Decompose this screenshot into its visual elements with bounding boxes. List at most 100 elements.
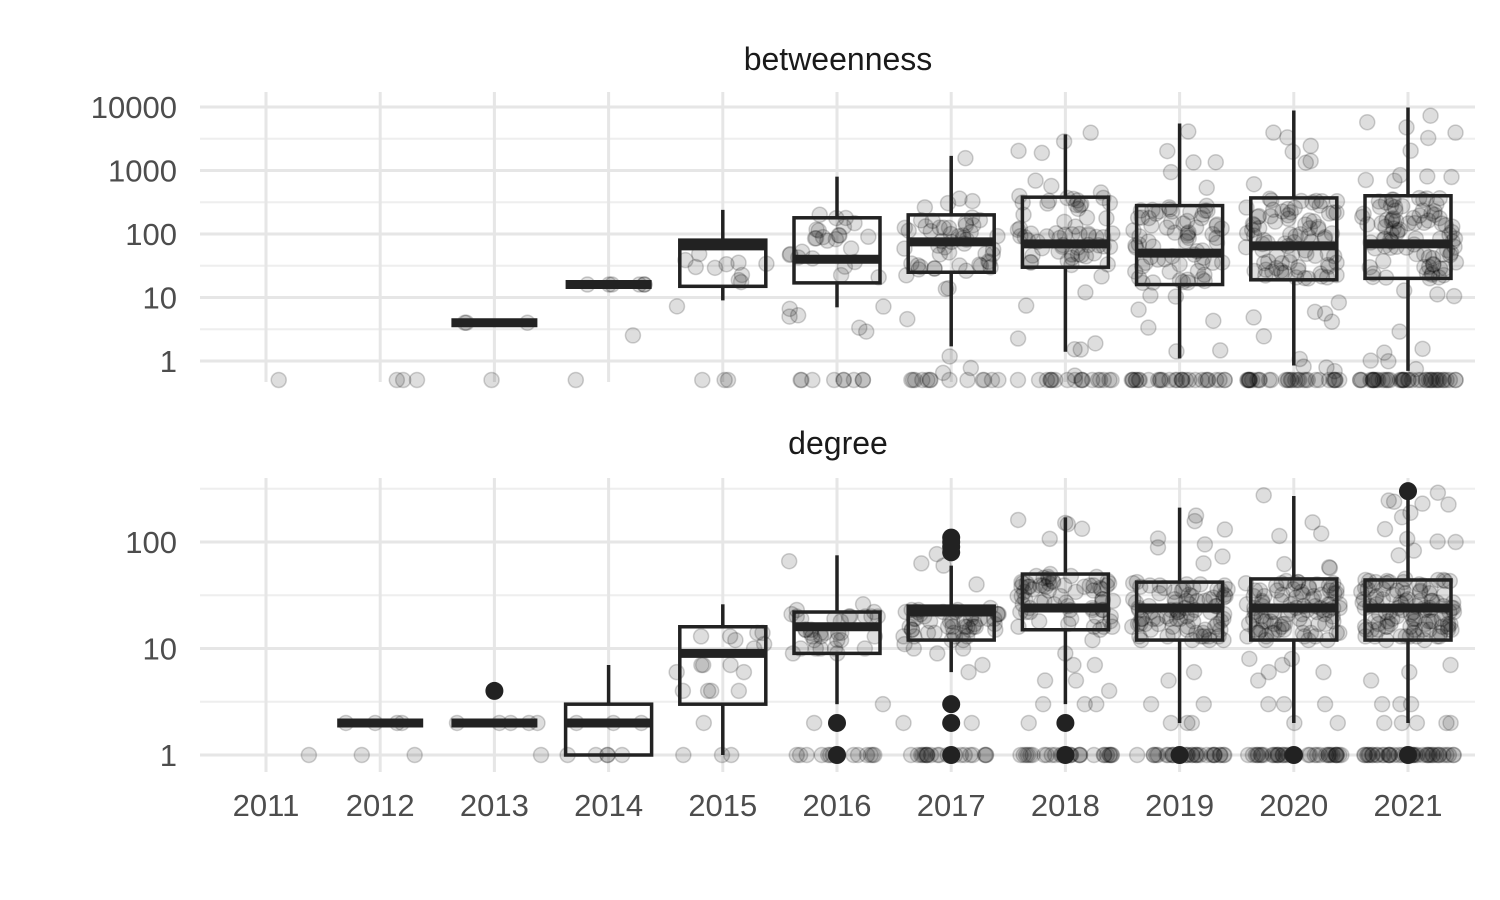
jitter-point: [1364, 371, 1381, 389]
jitter-point: [388, 371, 406, 389]
jitter-point: [1419, 168, 1436, 185]
jitter-point: [931, 246, 949, 263]
jitter-point: [835, 371, 852, 389]
jitter-point: [1140, 371, 1157, 389]
jitter-point: [1420, 258, 1438, 276]
jitter-point: [1086, 656, 1104, 674]
jitter-point: [842, 240, 860, 257]
jitter-point: [1067, 672, 1085, 689]
jitter-point: [1394, 371, 1412, 389]
jitter-point: [727, 631, 744, 649]
jitter-point: [806, 230, 824, 247]
jitter-point: [1180, 123, 1197, 140]
jitter-point: [1414, 202, 1432, 219]
jitter-point: [1260, 695, 1277, 713]
jitter-point: [1364, 746, 1381, 764]
jitter-point: [1088, 695, 1105, 713]
jitter-point: [1388, 582, 1406, 599]
outlier-point: [1056, 746, 1075, 764]
jitter-point: [959, 618, 976, 636]
jitter-point: [1438, 714, 1455, 732]
jitter-point: [1424, 249, 1442, 267]
jitter-point: [1239, 371, 1257, 389]
y-tick-label: 10: [143, 281, 177, 316]
jitter-point: [1009, 330, 1027, 347]
jitter-point: [1239, 371, 1256, 389]
jitter-point: [1279, 207, 1297, 224]
jitter-point: [902, 746, 920, 764]
jitter-point: [1426, 206, 1443, 224]
jitter-point: [1009, 511, 1027, 529]
jitter-point: [1426, 203, 1443, 220]
jitter-point: [1305, 213, 1322, 230]
jitter-point: [1158, 219, 1176, 236]
jitter-point: [1435, 746, 1452, 764]
jitter-point: [1406, 613, 1423, 630]
jitter-point: [722, 656, 739, 674]
jitter-point: [1375, 746, 1393, 764]
jitter-point: [926, 624, 943, 642]
jitter-point: [1320, 371, 1338, 389]
jitter-point: [1419, 129, 1437, 147]
jitter-point: [1162, 714, 1180, 732]
jitter-point: [1356, 746, 1373, 764]
jitter-point: [1420, 248, 1438, 266]
jitter-point: [1418, 746, 1435, 764]
jitter-point: [819, 232, 836, 249]
jitter-point: [1257, 261, 1275, 279]
jitter-point: [1297, 154, 1315, 171]
jitter-point: [1185, 154, 1202, 171]
jitter-point: [1130, 301, 1147, 318]
jitter-point: [1373, 695, 1391, 713]
jitter-point: [1012, 746, 1029, 764]
jitter-point: [1406, 214, 1423, 232]
panel-title: degree: [788, 425, 888, 461]
jitter-point: [804, 371, 821, 389]
jitter-point: [1311, 197, 1329, 214]
box-iqr: [1249, 196, 1339, 282]
jitter-point: [1420, 371, 1438, 389]
jitter-point: [1352, 371, 1369, 389]
jitter-point: [1037, 578, 1055, 596]
jitter-point: [1381, 746, 1398, 764]
jitter-point: [1418, 371, 1435, 389]
jitter-point: [1287, 371, 1304, 389]
jitter-point: [1402, 695, 1420, 713]
jitter-point: [1017, 746, 1035, 764]
jitter-point: [1022, 746, 1039, 764]
jitter-point: [857, 323, 875, 340]
jitter-point: [1214, 548, 1231, 565]
jitter-point: [1410, 189, 1428, 207]
jitter-point: [1411, 583, 1429, 601]
jitter-point: [1382, 197, 1400, 215]
outlier-point: [942, 713, 961, 732]
jitter-point: [1216, 746, 1233, 764]
jitter-point: [1187, 507, 1205, 524]
box-iqr: [1020, 572, 1111, 632]
jitter-point: [695, 714, 713, 732]
jitter-point: [1329, 714, 1347, 732]
jitter-point: [1161, 263, 1179, 280]
jitter-point: [1379, 371, 1397, 389]
jitter-point: [1351, 371, 1369, 389]
jitter-point: [1270, 621, 1287, 638]
jitter-point: [1421, 621, 1438, 638]
jitter-point: [1140, 319, 1157, 336]
jitter-point: [668, 663, 685, 681]
jitter-point: [1325, 371, 1342, 389]
jitter-point: [1302, 137, 1319, 155]
jitter-point: [1065, 656, 1082, 674]
jitter-point: [1149, 530, 1167, 547]
jitter-point: [1387, 212, 1405, 230]
jitter-point: [1431, 371, 1448, 389]
jitter-point: [814, 228, 832, 246]
jitter-point: [1244, 746, 1262, 764]
jitter-point: [1326, 371, 1343, 389]
jitter-point: [1428, 371, 1445, 389]
jitter-point: [1262, 371, 1280, 389]
jitter-point: [1041, 530, 1058, 548]
outlier-point: [485, 681, 504, 700]
x-tick-label: 2017: [917, 788, 986, 823]
jitter-point: [1431, 209, 1448, 227]
x-axis: 2011 2012 2013 2014 2015 2016 2017 2018 2019 2020…: [233, 788, 1443, 823]
